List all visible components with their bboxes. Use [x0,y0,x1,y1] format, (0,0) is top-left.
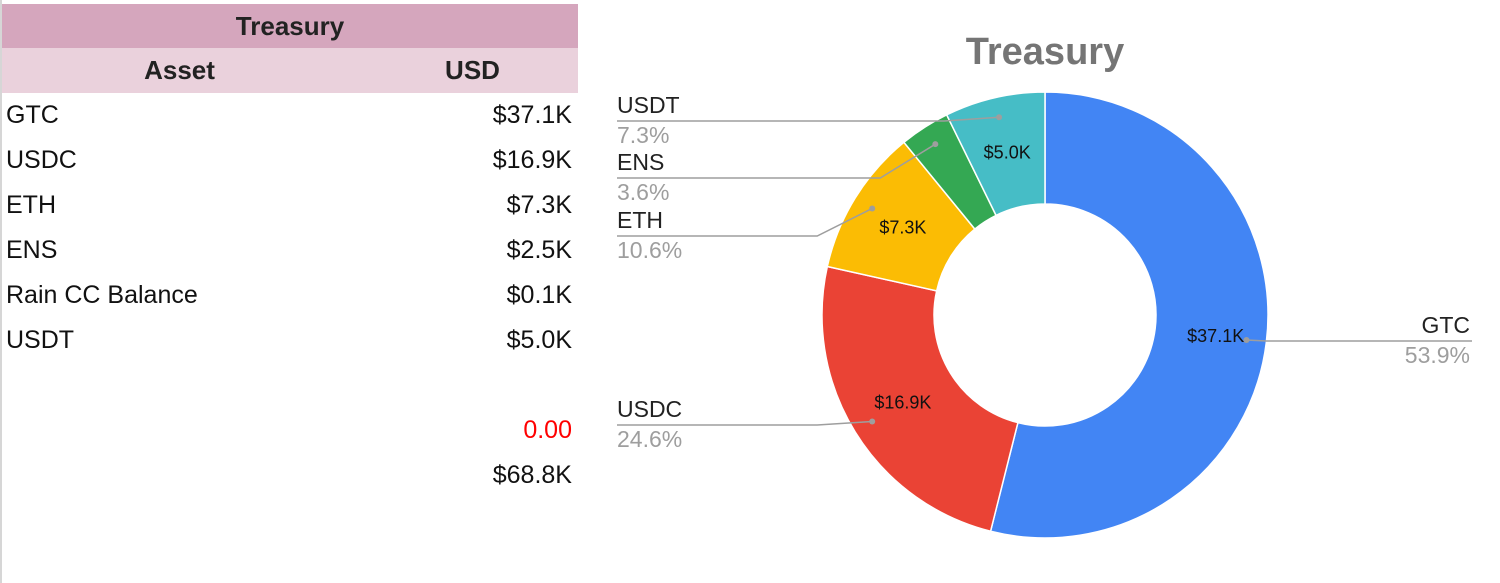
asset-cell: ETH [6,191,56,219]
usd-cell: $37.1K [492,101,572,129]
slice-percent-eth: 10.6% [617,237,682,263]
slice-name-gtc: GTC [1421,312,1470,338]
left-border [0,0,2,583]
slice-percent-usdt: 7.3% [617,122,669,148]
asset-cell: USDT [6,326,75,354]
table-row: USDT $5.0K [2,318,578,363]
table-row: ENS $2.5K [2,228,578,273]
usd-cell: $2.5K [506,236,572,264]
leader-dot-usdc [869,418,876,425]
slice-gtc [989,91,1269,539]
table-row: GTC $37.1K [2,93,578,138]
header-usd: USD [445,55,500,85]
leader-dot-gtc [1243,336,1250,343]
leader-line-usdt [617,116,1000,122]
slice-name-eth: ETH [617,207,663,233]
total-value: $68.8K [492,461,572,489]
table-row: ETH $7.3K [2,183,578,228]
usd-cell: $0.1K [506,281,572,309]
table-header-row: Asset USD [2,48,578,93]
leader-dot-eth [869,205,876,212]
value-label-gtc: $37.1K [1187,326,1244,346]
slice-name-usdc: USDC [617,396,682,422]
table-row: USDC $16.9K [2,138,578,183]
asset-cell: USDC [6,146,77,174]
slice-name-ens: ENS [617,149,664,175]
value-label-usdc: $16.9K [874,393,931,413]
leader-line-gtc [1246,339,1472,342]
check-value: 0.00 [523,416,572,444]
usd-cell: $16.9K [492,146,572,174]
asset-cell: GTC [6,101,59,129]
slice-usdc [821,265,1019,533]
value-label-usdt: $5.0K [984,142,1031,162]
slice-usdt [945,91,1046,217]
header-asset: Asset [144,55,215,85]
check-row: 0.00 [2,408,578,453]
leader-dot-ens [932,141,939,148]
donut-slices [821,91,1269,539]
leader-line-ens [617,143,936,179]
table-row: Rain CC Balance $0.1K [2,273,578,318]
asset-cell: ENS [6,236,58,264]
leader-lines [617,114,1472,426]
leader-line-eth [617,207,873,237]
slice-name-usdt: USDT [617,92,680,118]
chart-title: Treasury [966,31,1124,73]
treasury-table: Treasury Asset USD GTC $37.1K USDC $16.9… [2,4,578,498]
slice-percent-gtc: 53.9% [1405,342,1470,368]
total-row: $68.8K [2,453,578,498]
usd-cell: $5.0K [506,326,572,354]
slice-percent-ens: 3.6% [617,179,669,205]
slice-labels: $37.1K GTC 53.9% $16.9K USDC 24.6% $7.3K ETH 10.… [617,92,1470,452]
leader-dot-usdt [996,114,1003,121]
usd-cell: $7.3K [506,191,572,219]
slice-percent-usdc: 24.6% [617,426,682,452]
leader-line-usdc [617,420,873,426]
value-label-eth: $7.3K [879,217,926,237]
table-title: Treasury [2,4,578,48]
asset-cell: Rain CC Balance [6,281,198,309]
